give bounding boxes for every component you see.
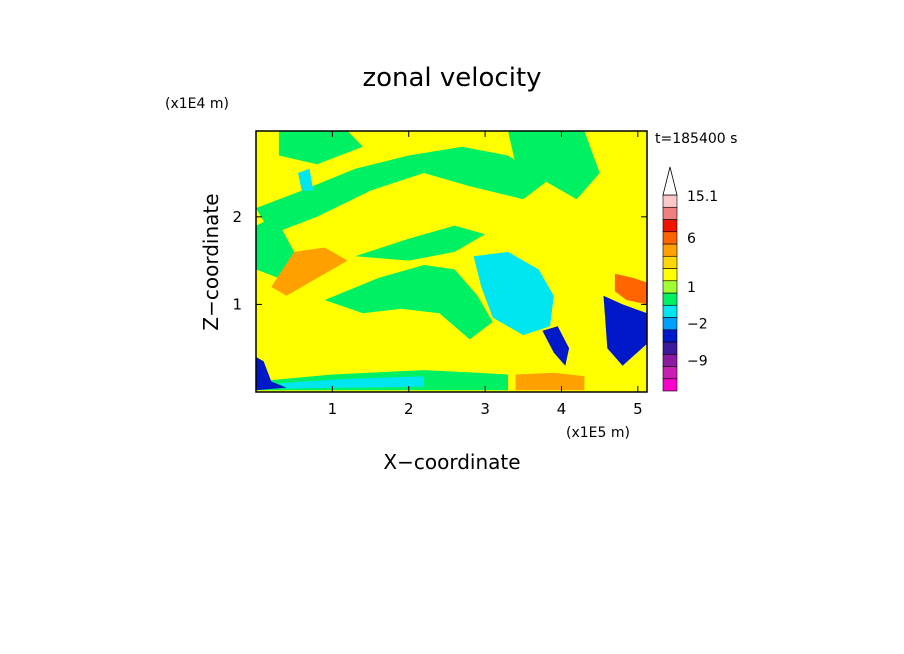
colorbar-segment [662, 219, 678, 233]
region-green-band-upper [256, 146, 547, 235]
colorbar-segment [662, 255, 678, 269]
plot-frame [255, 130, 648, 393]
x-tick-label: 5 [633, 400, 643, 418]
x-tick-label: 2 [404, 400, 414, 418]
colorbar-segment [662, 304, 678, 318]
colorbar-segment [662, 329, 678, 343]
chart-title: zonal velocity [362, 63, 541, 93]
y-tick-label: 2 [232, 208, 242, 226]
colorbar-segment [662, 353, 678, 367]
colorbar-segment [662, 243, 678, 257]
region-cyan-center [473, 251, 554, 336]
region-green-upper-right [508, 131, 600, 200]
x-axis-ticks: 1 2 3 4 5 [328, 131, 643, 418]
colorbar-segment [662, 317, 678, 331]
region-orange-bottom [515, 372, 585, 391]
colorbar-labels: −9 −2 1 6 15.1 [687, 189, 718, 369]
y-tick-label: 1 [232, 295, 242, 313]
colorbar [662, 166, 678, 392]
x-tick-label: 3 [480, 400, 490, 418]
colorbar-label: 1 [687, 280, 696, 296]
colorbar-segment [662, 341, 678, 355]
region-green-left-upper [256, 216, 295, 279]
y-axis-label: Z−coordinate [199, 193, 223, 330]
region-blue-bottom-left [256, 357, 287, 391]
region-orange-right [614, 273, 647, 305]
time-label: t=185400 s [655, 131, 737, 147]
x-axis-unit: (x1E5 m) [566, 425, 630, 441]
colorbar-label: 6 [687, 231, 696, 247]
colorbar-segment [662, 231, 678, 245]
colorbar-segment [662, 268, 678, 282]
x-tick-label: 1 [328, 400, 338, 418]
region-cyan-top-left [298, 168, 314, 191]
region-cyan-bottom [278, 376, 424, 389]
region-green-top-left [278, 131, 363, 165]
plot-area [256, 131, 647, 392]
region-green-band-mid [355, 225, 486, 261]
colorbar-label: 15.1 [687, 189, 718, 205]
region-blue-lower-right [542, 326, 570, 366]
region-orange-left-wedge [271, 247, 348, 296]
x-axis-label: X−coordinate [383, 450, 520, 474]
y-axis-unit: (x1E4 m) [165, 96, 229, 112]
colorbar-label: −2 [687, 317, 708, 333]
colorbar-segment [662, 194, 678, 208]
colorbar-segment [662, 206, 678, 220]
x-tick-label: 4 [557, 400, 567, 418]
colorbar-segment [662, 292, 678, 306]
region-green-wedge-middle [324, 265, 493, 340]
colorbar-top-arrow [662, 166, 678, 196]
region-blue-right-edge [603, 295, 647, 366]
colorbar-segment [662, 378, 678, 392]
colorbar-label: −9 [687, 353, 708, 369]
y-axis-ticks: 12 [232, 208, 647, 313]
colorbar-segment [662, 366, 678, 380]
colorbar-segment [662, 280, 678, 294]
